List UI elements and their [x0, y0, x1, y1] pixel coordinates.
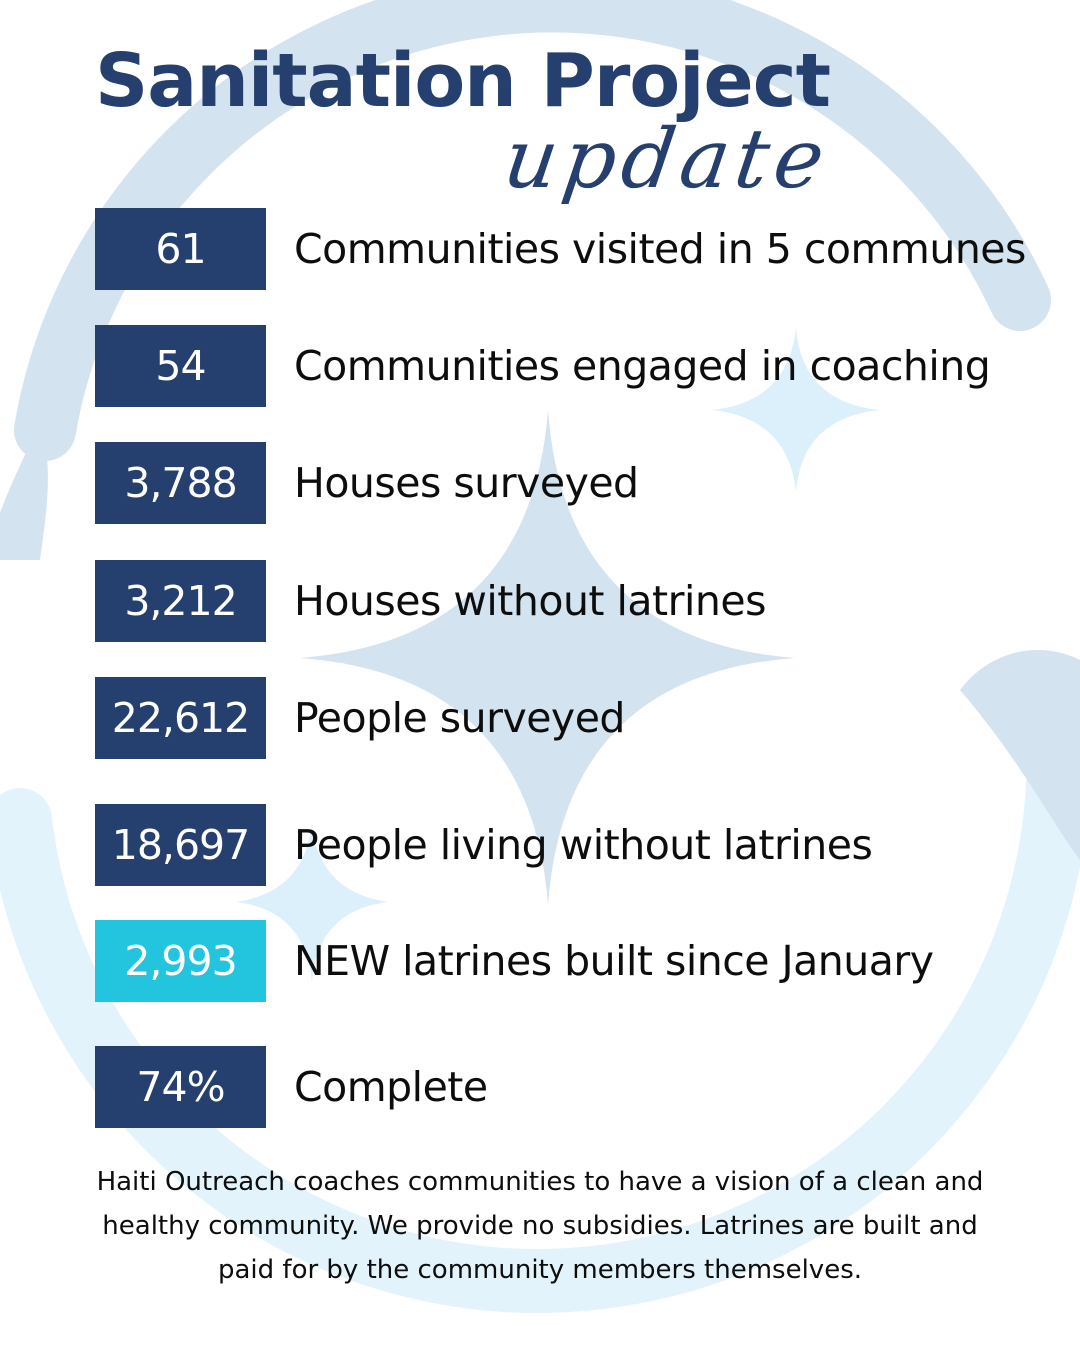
stat-value: 74% [95, 1046, 266, 1128]
stat-value: 54 [95, 325, 266, 407]
stat-label: Complete [294, 1063, 488, 1111]
stat-value: 61 [95, 208, 266, 290]
stat-label: People living without latrines [294, 821, 873, 869]
stat-value: 3,788 [95, 442, 266, 524]
stat-label: NEW latrines built since January [294, 937, 934, 985]
page-subtitle: update [498, 112, 836, 207]
sparkle-large-icon [300, 410, 795, 905]
water-drop-shape [0, 420, 48, 560]
stat-label: Communities visited in 5 communes [294, 225, 1026, 273]
stat-label: People surveyed [294, 694, 625, 742]
stat-value-highlight: 2,993 [95, 920, 266, 1002]
page-title: Sanitation Project [95, 38, 831, 124]
footer-note: Haiti Outreach coaches communities to ha… [96, 1167, 984, 1285]
sparkle-small-icon [236, 822, 388, 982]
stat-label: Houses surveyed [294, 459, 639, 507]
stat-value: 3,212 [95, 560, 266, 642]
background-arc-right [960, 650, 1080, 860]
stat-value: 18,697 [95, 804, 266, 886]
sparkle-small-icon [712, 328, 880, 492]
stat-label: Houses without latrines [294, 577, 766, 625]
stat-label: Communities engaged in coaching [294, 342, 991, 390]
stat-value: 22,612 [95, 677, 266, 759]
